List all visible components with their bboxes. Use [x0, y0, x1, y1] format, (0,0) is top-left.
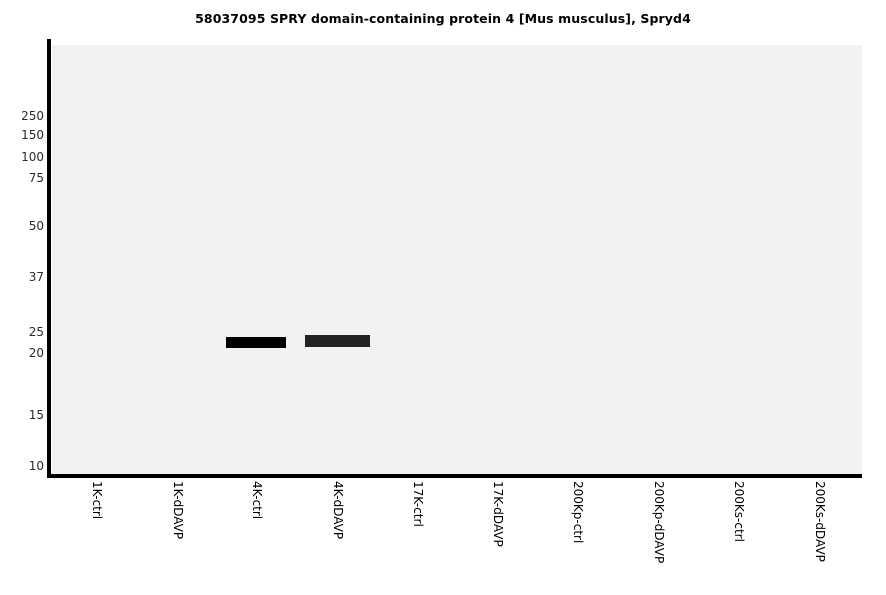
- band-4k-ctrl: [226, 337, 286, 348]
- blot-plot-area: [52, 45, 862, 474]
- x-axis-lane-label: 200Kp-dDAVP: [652, 481, 666, 564]
- y-axis-tick-label: 25: [28, 325, 44, 339]
- x-axis-lane-label: 200Ks-dDAVP: [813, 481, 827, 562]
- y-axis-tick-label: 50: [28, 219, 44, 233]
- band-4k-ddavp: [305, 335, 370, 347]
- y-axis-tick-label: 250: [21, 109, 44, 123]
- y-axis-tick-label: 75: [28, 171, 44, 185]
- y-axis-tick-label: 20: [28, 346, 44, 360]
- y-axis-line: [47, 39, 51, 476]
- y-axis-tick-label: 15: [28, 408, 44, 422]
- x-axis-lane-label: 17K-ctrl: [411, 481, 425, 527]
- y-axis-tick-label: 100: [21, 150, 44, 164]
- y-axis-tick-label: 150: [21, 128, 44, 142]
- y-axis-tick-labels: 250 150 100 75 50 37 25 20 15 10: [0, 0, 44, 595]
- x-axis-lane-label: 200Ks-ctrl: [732, 481, 746, 542]
- y-axis-tick-label: 37: [28, 270, 44, 284]
- page-title: 58037095 SPRY domain-containing protein …: [195, 11, 691, 26]
- x-axis-lane-label: 17K-dDAVP: [491, 481, 505, 547]
- x-axis-lane-label: 4K-ctrl: [250, 481, 264, 520]
- y-axis-tick-label: 10: [28, 459, 44, 473]
- x-axis-lane-label: 1K-ctrl: [90, 481, 104, 520]
- x-axis-lane-label: 200Kp-ctrl: [571, 481, 585, 544]
- x-axis-lane-label: 4K-dDAVP: [331, 481, 345, 540]
- x-axis-line: [47, 474, 862, 478]
- x-axis-lane-label: 1K-dDAVP: [171, 481, 185, 540]
